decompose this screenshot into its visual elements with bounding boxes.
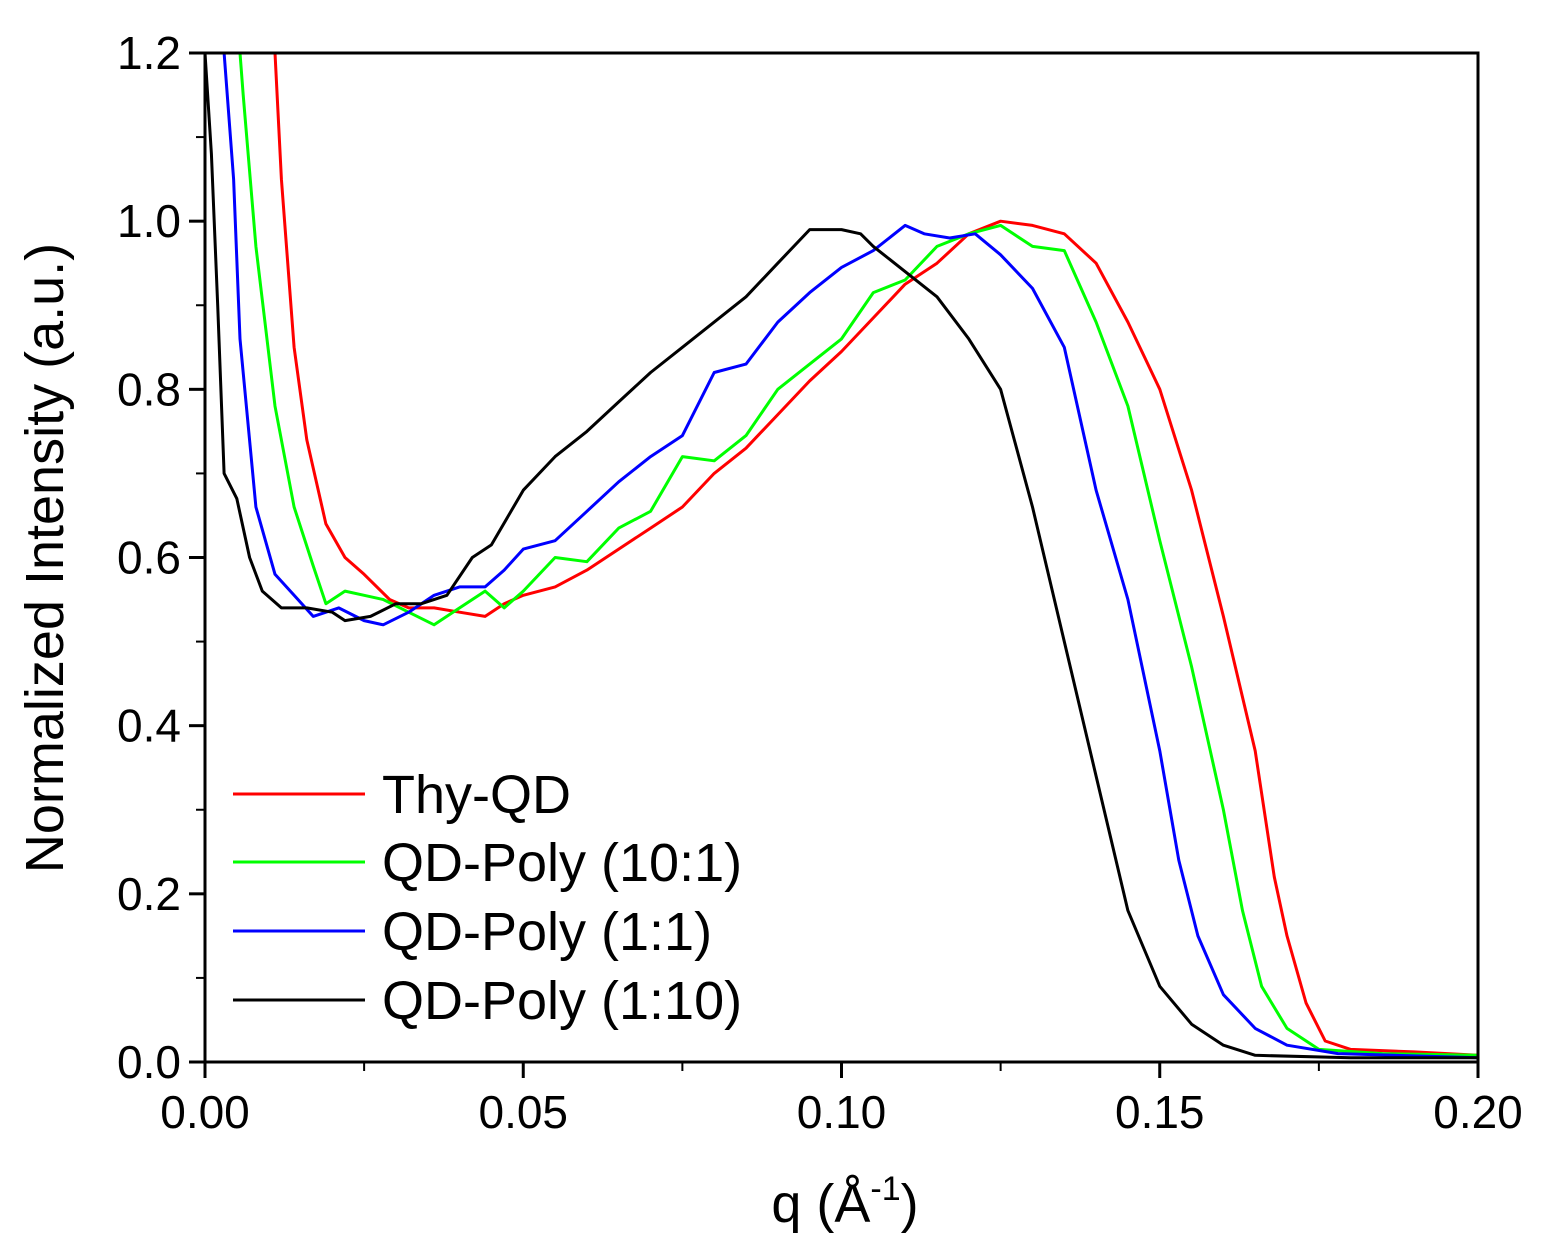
y-tick-label: 0.2 bbox=[117, 868, 181, 920]
series-line-4 bbox=[205, 53, 1478, 1060]
x-tick-label: 0.10 bbox=[797, 1086, 887, 1138]
y-axis-title: Normalized Intensity (a.u.) bbox=[15, 243, 75, 873]
legend: Thy-QD QD-Poly (10:1) QD-Poly (1:1) QD-Poly… bbox=[233, 765, 742, 1031]
y-tick-label: 1.2 bbox=[117, 27, 181, 79]
y-tick-label: 0.4 bbox=[117, 700, 181, 752]
axes-layer: 0.00 0.05 0.10 0.15 0.20 0.0 0.2 0.4 0.6 0.8 1.0 1.… bbox=[117, 27, 1523, 1138]
legend-label-3: QD-Poly (1:1) bbox=[382, 902, 712, 962]
x-tick-label: 0.15 bbox=[1115, 1086, 1205, 1138]
y-tick-label: 0.6 bbox=[117, 532, 181, 584]
series-line-2 bbox=[238, 53, 1478, 1057]
y-tick-label: 0.0 bbox=[117, 1036, 181, 1088]
legend-label-4: QD-Poly (1:10) bbox=[382, 971, 742, 1031]
x-tick-label: 0.05 bbox=[478, 1086, 568, 1138]
y-tick-label: 0.8 bbox=[117, 363, 181, 415]
legend-label-1: Thy-QD bbox=[382, 765, 571, 825]
series-layer bbox=[205, 53, 1478, 1060]
x-tick-label: 0.20 bbox=[1433, 1086, 1523, 1138]
y-tick-label: 1.0 bbox=[117, 195, 181, 247]
x-tick-label: 0.00 bbox=[160, 1086, 250, 1138]
x-axis-title: q (Å-1) bbox=[771, 1170, 918, 1234]
legend-label-2: QD-Poly (10:1) bbox=[382, 833, 742, 893]
series-line-3 bbox=[222, 53, 1478, 1060]
series-line-1 bbox=[273, 53, 1478, 1057]
